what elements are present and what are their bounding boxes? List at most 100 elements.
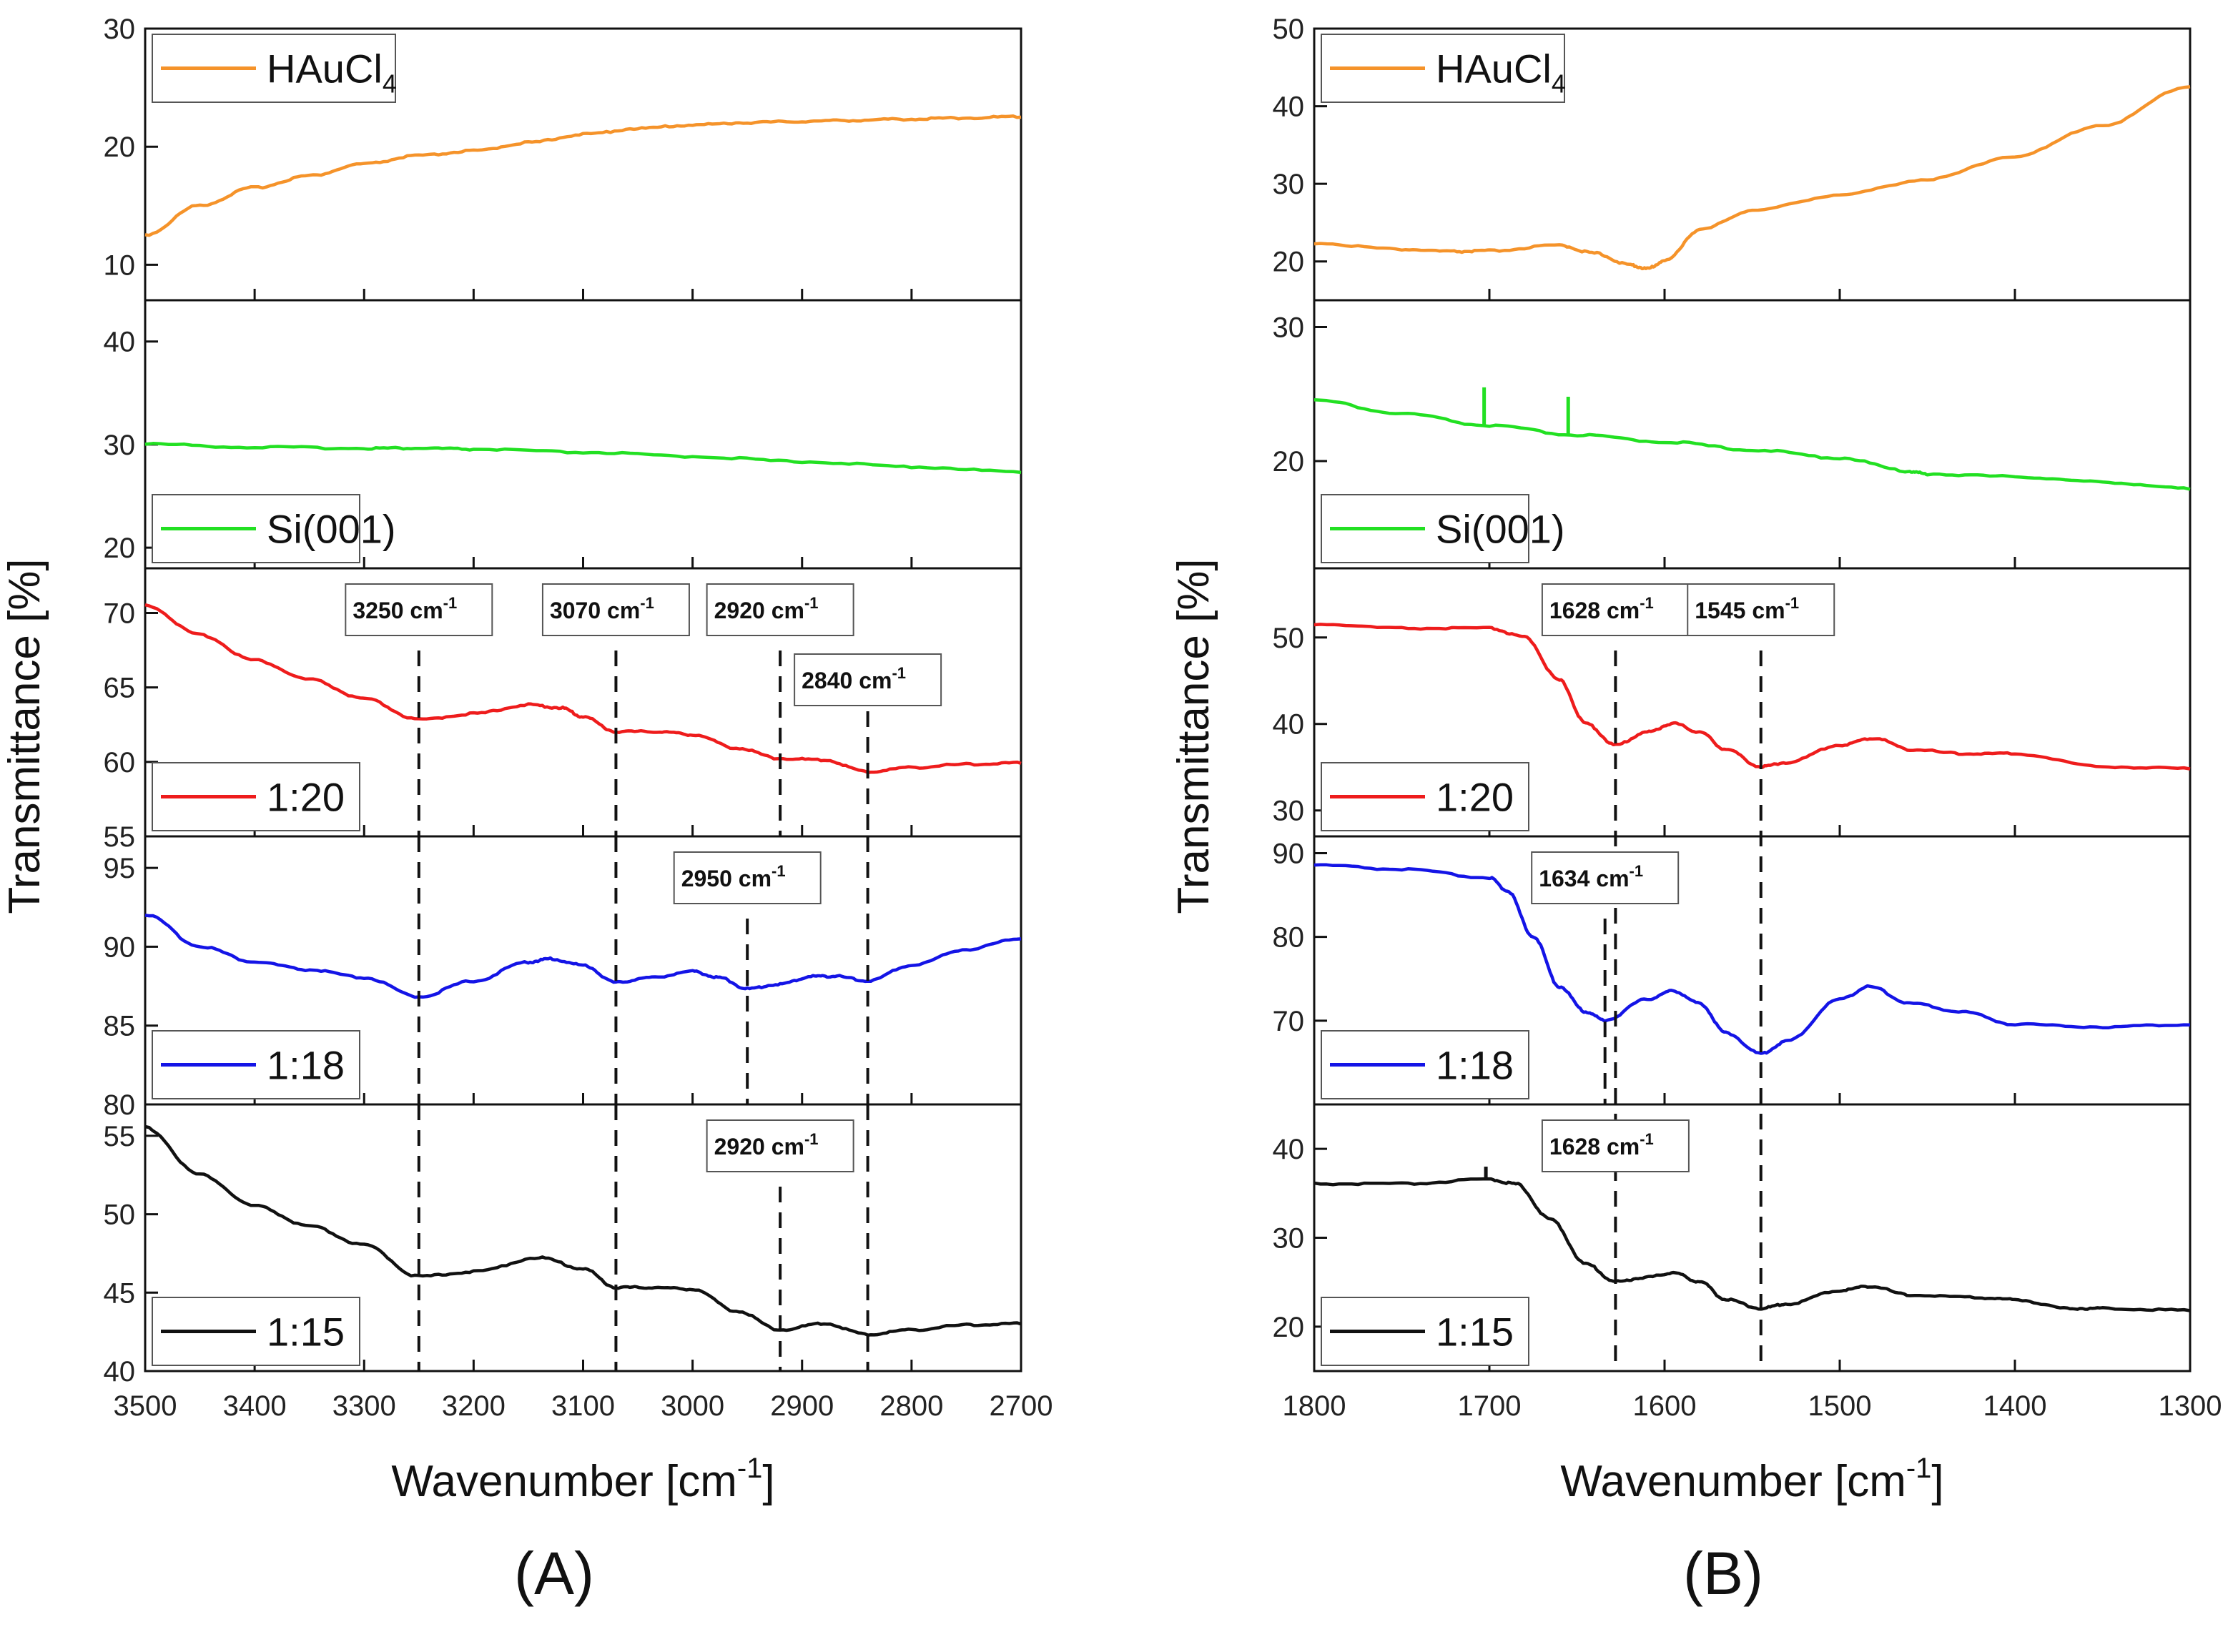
x-axis-label-main: Wavenumber [cm	[1560, 1457, 1906, 1506]
legend-label-sub: 4	[383, 69, 397, 99]
legend-label-main: HAuCl	[1436, 46, 1552, 91]
x-tick-label: 1500	[1808, 1390, 1872, 1422]
peak-annotation-label: 2840 cm-1	[802, 664, 906, 693]
x-tick-label: 3300	[332, 1390, 396, 1422]
legend-label-main: 1:20	[1436, 775, 1514, 820]
peak-annotation-sup: -1	[1630, 862, 1644, 880]
peak-annotation-value: 2920 cm	[714, 598, 804, 623]
peak-annotation-label: 1634 cm-1	[1539, 862, 1643, 891]
legend: HAuCl4	[152, 34, 397, 103]
x-axis-label-sup: -1	[1906, 1453, 1932, 1484]
legend-label-main: 1:15	[1436, 1310, 1514, 1355]
peak-annotation-label: 3070 cm-1	[550, 594, 654, 623]
legend: HAuCl4	[1321, 34, 1566, 103]
x-tick-label: 3200	[442, 1390, 506, 1422]
y-tick-label: 50	[1273, 14, 1305, 45]
x-tick-label: 2800	[879, 1390, 943, 1422]
peak-annotation-sup: -1	[804, 594, 819, 612]
y-tick-label: 30	[104, 14, 136, 45]
series-line-si001	[144, 442, 1022, 475]
series-line-haucl4	[1313, 85, 2191, 271]
peak-annotation-box	[706, 1119, 854, 1172]
peak-annotation-value: 1634 cm	[1539, 866, 1629, 891]
x-tick-label: 3400	[223, 1390, 287, 1422]
series-line-120	[144, 603, 1022, 774]
peak-annotation-box	[1687, 583, 1835, 636]
peak-annotation-value: 1545 cm	[1695, 598, 1785, 623]
peak-annotation-value: 2920 cm	[714, 1134, 804, 1159]
legend-label-main: 1:20	[267, 775, 345, 820]
y-tick-label: 45	[104, 1277, 136, 1309]
subplot-si001: 20 30 40 Si(001)	[104, 299, 1022, 570]
x-tick-label: 3100	[551, 1390, 615, 1422]
x-tick-label: 1400	[1983, 1390, 2047, 1422]
peak-annotation-label: 2920 cm-1	[714, 1130, 819, 1159]
peak-annotation-sup: -1	[892, 664, 906, 682]
peak-annotation-label: 1545 cm-1	[1695, 594, 1799, 623]
x-axis-label: Wavenumber [cm-1]	[391, 1453, 774, 1506]
legend-label-main: HAuCl	[267, 46, 383, 91]
y-tick-label: 70	[1273, 1006, 1305, 1037]
x-axis-label-sup: -1	[737, 1453, 763, 1484]
y-tick-label: 85	[104, 1011, 136, 1042]
y-tick-label: 20	[1273, 1312, 1305, 1343]
y-tick-label: 30	[104, 430, 136, 461]
subplot-115: 20 30 40 1800 1700 1600 1500 1400 1300 1:15	[1273, 1103, 2222, 1422]
peak-annotation-sup: -1	[640, 594, 654, 612]
y-tick-label: 70	[104, 598, 136, 630]
y-tick-label: 90	[104, 931, 136, 963]
y-tick-label: 80	[104, 1089, 136, 1121]
x-tick-label: 1800	[1283, 1390, 1346, 1422]
legend: 1:15	[1321, 1297, 1529, 1366]
legend: Si(001)	[152, 494, 396, 563]
peak-annotation-box	[673, 851, 822, 904]
peak-annotation-sup: -1	[772, 862, 786, 880]
x-tick-label: 1700	[1458, 1390, 1522, 1422]
subplot-120: 55 60 65 70 1:20	[104, 567, 1022, 853]
peak-annotation-value: 1628 cm	[1549, 598, 1640, 623]
series-line-115	[1313, 1177, 2191, 1312]
y-tick-label: 50	[1273, 623, 1305, 654]
peak-annotation-value: 1628 cm	[1549, 1134, 1640, 1159]
peak-annotation-sup: -1	[1785, 594, 1800, 612]
y-tick-label: 40	[104, 1356, 136, 1388]
panel-b-label: (B)	[1683, 1540, 1763, 1607]
legend-label-sub: 4	[1552, 69, 1566, 99]
legend: 1:18	[152, 1030, 360, 1099]
x-axis-label-close: ]	[762, 1457, 774, 1506]
subplot-120: 30 40 50 1:20	[1273, 567, 2192, 838]
legend-label-main: 1:18	[267, 1043, 345, 1088]
y-tick-label: 60	[104, 747, 136, 778]
y-tick-label: 20	[1273, 247, 1305, 278]
legend: 1:18	[1321, 1030, 1529, 1099]
x-tick-label: 2700	[990, 1390, 1053, 1422]
legend-label-main: 1:18	[1436, 1043, 1514, 1088]
peak-annotation-label: 1628 cm-1	[1549, 594, 1654, 623]
panel-a-chart: 102030HAuCl4203040Si(001)556065701:20808…	[104, 14, 1053, 1506]
y-tick-label: 90	[1273, 838, 1305, 869]
legend-label: 1:18	[1436, 1043, 1514, 1088]
legend-label: 1:20	[1436, 775, 1514, 820]
peak-annotation-sup: -1	[1640, 594, 1654, 612]
peak-annotation-value: 2950 cm	[681, 866, 772, 891]
y-tick-label: 65	[104, 673, 136, 704]
panel-b-y-axis-label: Transmittance [%]	[1169, 558, 1218, 914]
panel-a-y-axis-label: Transmittance [%]	[0, 558, 49, 914]
y-tick-label: 30	[1273, 1223, 1305, 1255]
peak-annotation-sup: -1	[443, 594, 458, 612]
subplot-si001: 20 30 Si(001)	[1273, 299, 2192, 570]
y-tick-label: 50	[104, 1200, 136, 1231]
y-tick-label: 30	[1273, 312, 1305, 344]
peak-annotation-box	[1541, 1119, 1690, 1172]
legend-label-main: 1:15	[267, 1310, 345, 1355]
series-line-si001	[1313, 397, 2191, 491]
legend: 1:15	[152, 1297, 360, 1366]
peak-annotation-box	[1531, 851, 1680, 904]
subplot-haucl4: 20 30 40 50 HAuCl4	[1273, 14, 2192, 302]
peak-annotation-box	[345, 583, 493, 636]
y-tick-label: 95	[104, 853, 136, 884]
legend-label: 1:20	[267, 775, 345, 820]
legend: Si(001)	[1321, 494, 1565, 563]
series-line-118	[1313, 863, 2191, 1055]
